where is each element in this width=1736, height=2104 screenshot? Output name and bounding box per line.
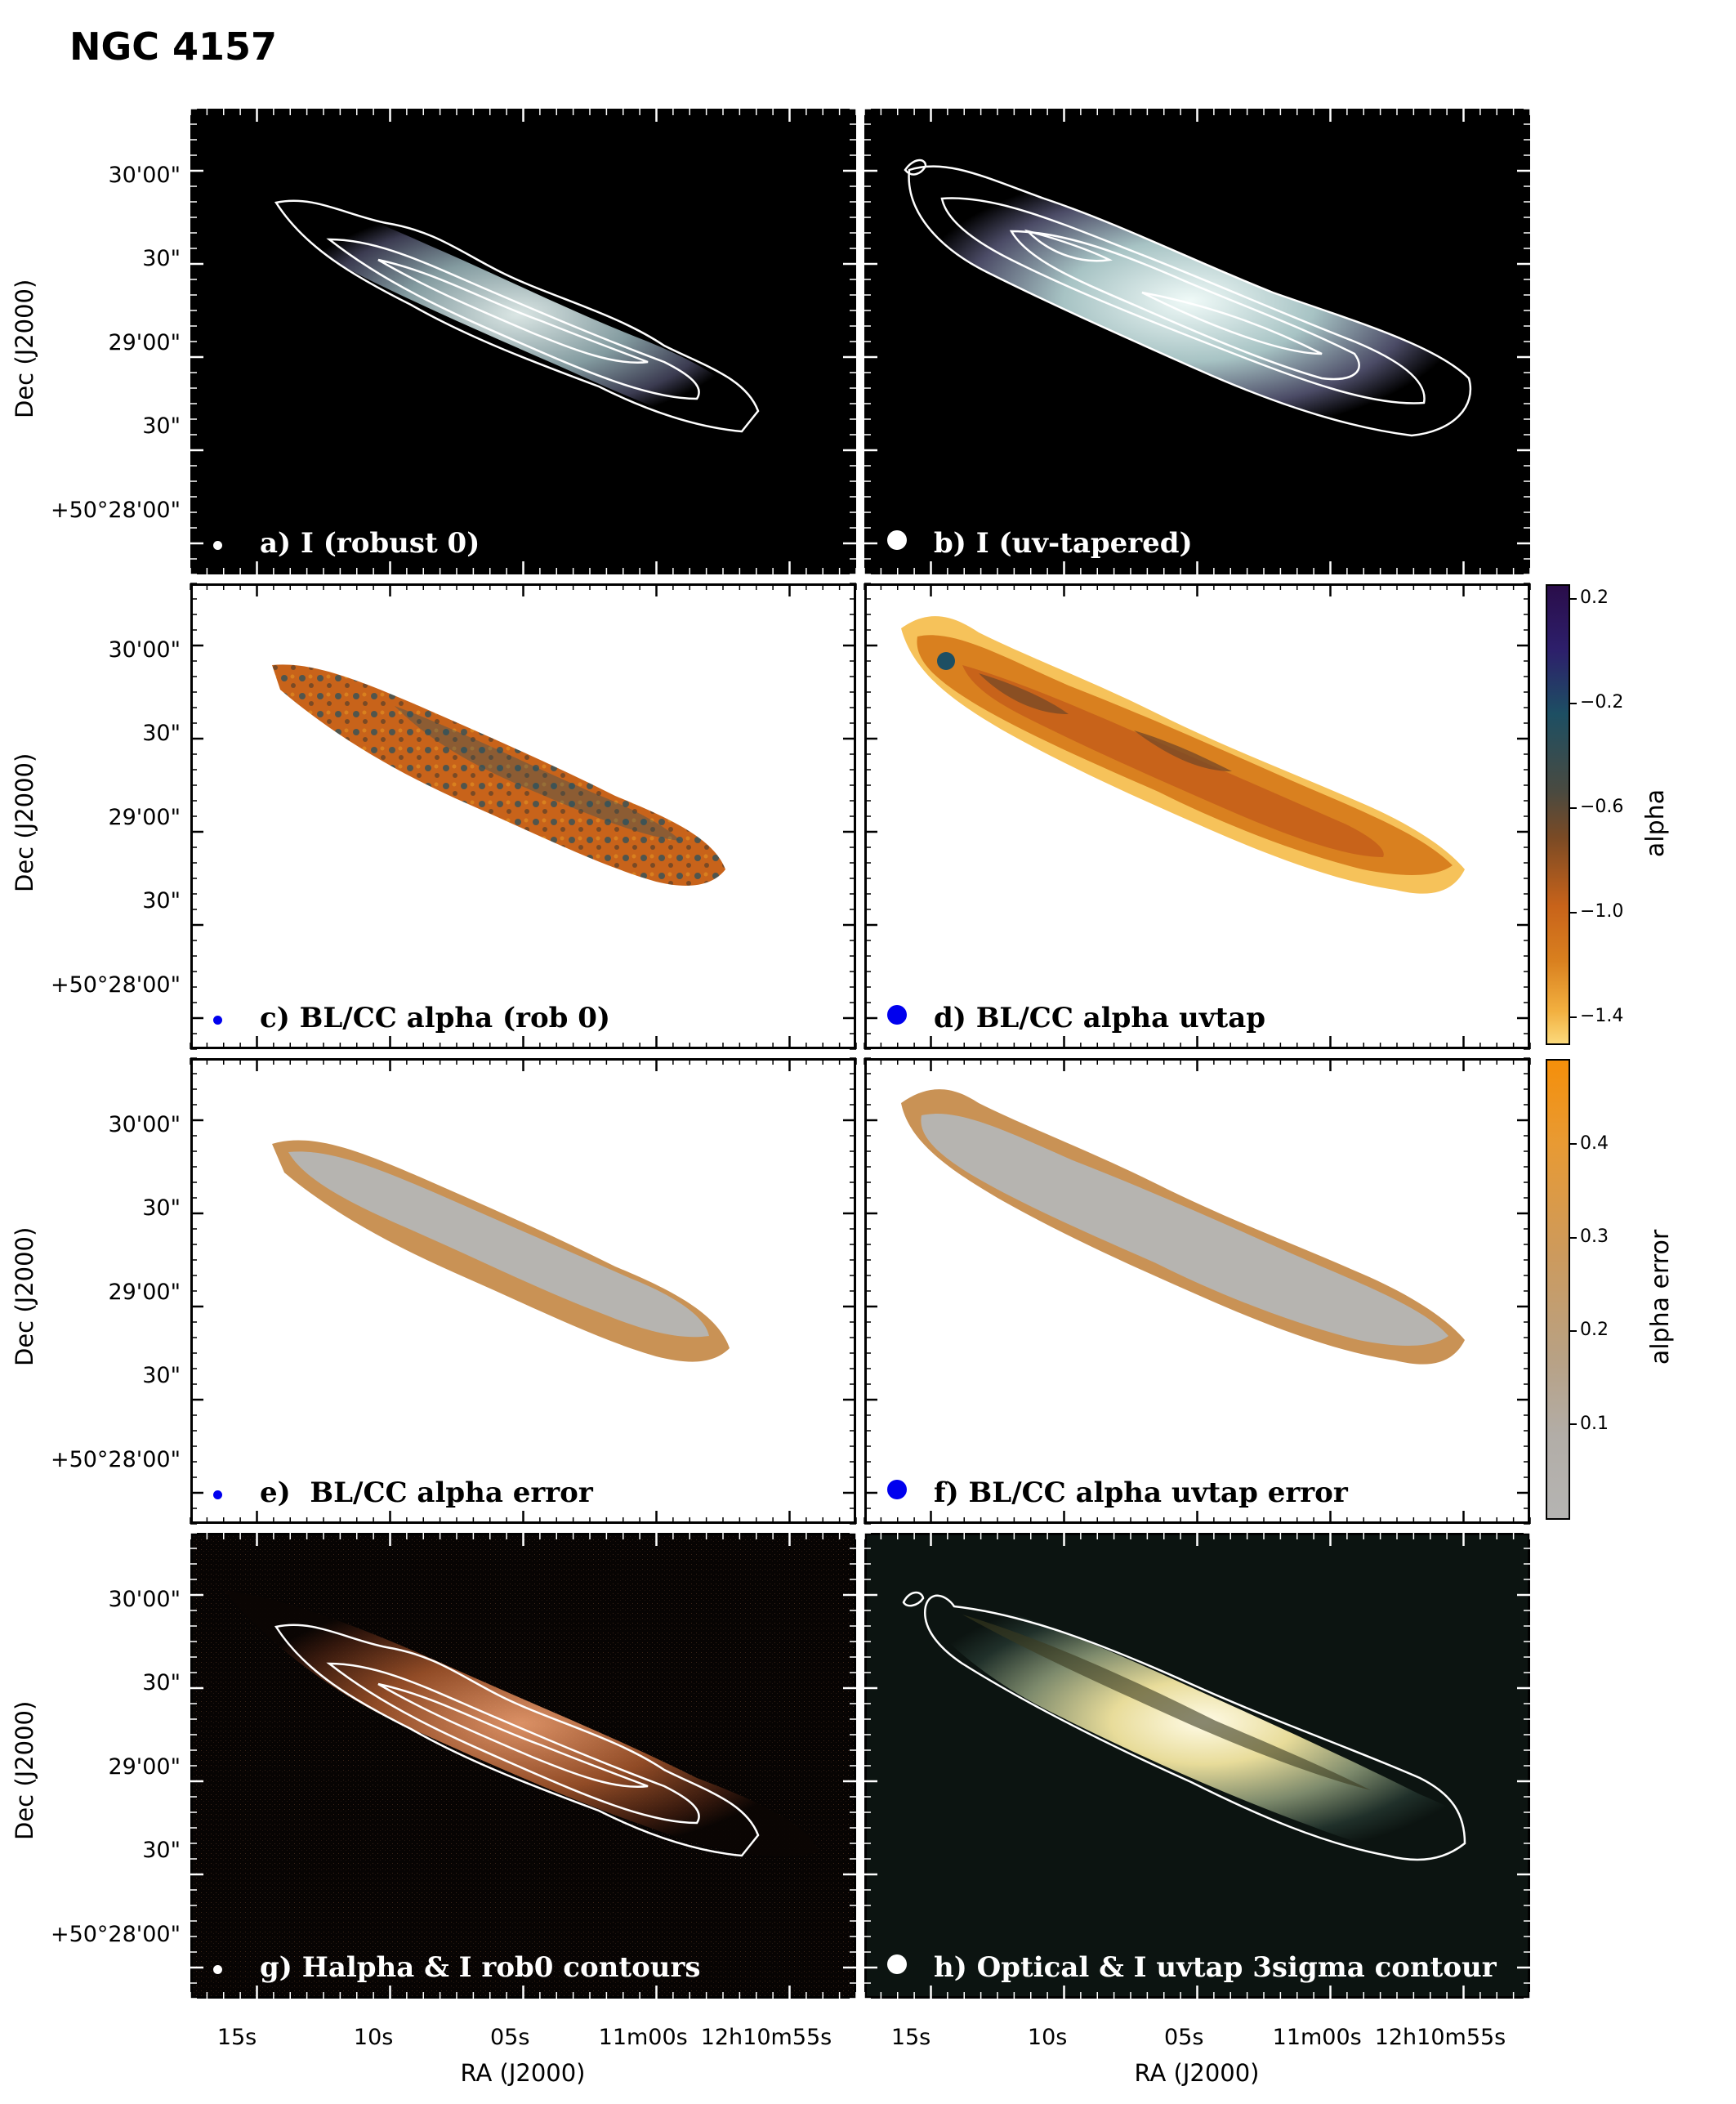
dec-axis-title-c: Dec (J2000) — [11, 753, 38, 892]
panel-d-beam — [887, 1005, 907, 1025]
panel-a-beam — [213, 541, 222, 550]
dec-tick-label: 30'00" — [108, 637, 181, 663]
panel-g-halpha: g) Halpha & I rob0 contours — [190, 1533, 856, 1999]
alpha-error-colorbar — [1546, 1059, 1570, 1520]
panel-h-image — [864, 1533, 1530, 1999]
panel-b-beam — [887, 530, 907, 550]
dec-tick-label: 30" — [142, 888, 181, 914]
panel-b-title: b) I (uv-tapered) — [934, 527, 1193, 560]
panel-c-alpha-robust: c) BL/CC alpha (rob 0) — [190, 583, 856, 1049]
panel-d-alpha-tapered: d) BL/CC alpha uvtap — [864, 583, 1530, 1049]
panel-e-beam — [213, 1490, 222, 1499]
panel-frame — [864, 1057, 1531, 1525]
panel-b-radio-tapered: b) I (uv-tapered) — [864, 109, 1530, 574]
colorbar-tick-label: 0.1 — [1569, 1413, 1609, 1434]
colorbar-tick-label: 0.4 — [1569, 1132, 1609, 1154]
dec-tick-label: +50°28'00" — [50, 972, 181, 998]
dec-tick-label: +50°28'00" — [50, 1447, 181, 1473]
colorbar-tick-label: −1.0 — [1568, 901, 1624, 922]
dec-tick-label: 30" — [142, 1838, 181, 1864]
panel-a-radio-robust: a) I (robust 0) — [190, 109, 856, 574]
ra-tick-label: 10s — [353, 2025, 394, 2050]
colorbar-tick-label: 0.3 — [1569, 1226, 1609, 1248]
dec-axis-title-e: Dec (J2000) — [11, 1226, 38, 1366]
panel-c-beam — [213, 1016, 222, 1025]
ra-tick-label: 11m00s — [1272, 2025, 1362, 2050]
panel-g-image — [190, 1533, 856, 1999]
dec-tick-label: 30'00" — [108, 1586, 181, 1612]
dec-tick-label: 30" — [142, 246, 181, 272]
panel-f-image — [864, 1058, 1530, 1524]
colorbar-tick-label: 0.2 — [1569, 1320, 1609, 1341]
dec-axis-title-g: Dec (J2000) — [11, 1700, 38, 1840]
panel-frame — [864, 108, 1531, 575]
panel-g-title: g) Halpha & I rob0 contours — [260, 1951, 701, 1984]
panel-d-title: d) BL/CC alpha uvtap — [934, 1002, 1266, 1034]
colorbar-tick-label: −0.6 — [1568, 797, 1624, 817]
panel-frame — [190, 1057, 857, 1525]
ra-tick-label: 12h10m55s — [700, 2025, 832, 2050]
panel-d-image — [864, 583, 1530, 1049]
dec-tick-label: 29'00" — [108, 1753, 181, 1780]
colorbar-tick-label: −0.2 — [1568, 692, 1624, 713]
ra-tick-label: 15s — [216, 2025, 257, 2050]
panel-h-optical: h) Optical & I uvtap 3sigma contour — [864, 1533, 1530, 1999]
dec-tick-label: 29'00" — [108, 1279, 181, 1305]
dec-tick-label: 30" — [142, 1363, 181, 1389]
panel-frame — [864, 583, 1531, 1050]
panel-frame — [190, 583, 857, 1050]
ra-tick-label: 05s — [489, 2025, 530, 2050]
ra-tick-label: 12h10m55s — [1374, 2025, 1506, 2050]
ra-tick-label: 15s — [890, 2025, 931, 2050]
dec-tick-label: 30'00" — [108, 162, 181, 188]
dec-axis-title-a: Dec (J2000) — [11, 279, 38, 418]
panel-h-title: h) Optical & I uvtap 3sigma contour — [934, 1951, 1497, 1984]
panel-frame — [190, 108, 857, 575]
dec-tick-label: +50°28'00" — [50, 1922, 181, 1948]
ra-tick-label: 05s — [1163, 2025, 1204, 2050]
dec-tick-label: 29'00" — [108, 329, 181, 355]
dec-tick-label: 30" — [142, 413, 181, 440]
panel-e-error-robust: e) BL/CC alpha error — [190, 1058, 856, 1524]
colorbar-tick-label: −1.4 — [1568, 1006, 1624, 1026]
panel-b-image — [864, 109, 1530, 574]
dec-tick-label: 30" — [142, 1670, 181, 1696]
panel-a-title: a) I (robust 0) — [260, 527, 480, 560]
figure-title: NGC 4157 — [69, 25, 278, 69]
panel-h-beam — [887, 1954, 907, 1974]
panel-c-image — [190, 583, 856, 1049]
dec-tick-label: 30" — [142, 1195, 181, 1222]
panel-frame — [190, 1532, 857, 1999]
dec-tick-label: 29'00" — [108, 804, 181, 830]
ra-tick-label: 10s — [1027, 2025, 1068, 2050]
panel-e-title: e) BL/CC alpha error — [260, 1476, 593, 1509]
alpha-colorbar-label: alpha — [1641, 788, 1671, 858]
ra-tick-label: 11m00s — [598, 2025, 688, 2050]
alpha-error-colorbar-label: alpha error — [1646, 1229, 1676, 1365]
ra-axis-title-left: RA (J2000) — [460, 2059, 586, 2087]
panel-a-image — [190, 109, 856, 574]
panel-frame — [864, 1532, 1531, 1999]
dec-tick-label: +50°28'00" — [50, 498, 181, 524]
panel-e-image — [190, 1058, 856, 1524]
panel-f-beam — [887, 1480, 907, 1499]
panel-c-title: c) BL/CC alpha (rob 0) — [260, 1002, 610, 1034]
alpha-colorbar — [1546, 584, 1570, 1045]
ra-axis-title-right: RA (J2000) — [1134, 2059, 1260, 2087]
dec-tick-label: 30" — [142, 721, 181, 747]
panel-f-title: f) BL/CC alpha uvtap error — [934, 1476, 1348, 1509]
dec-tick-label: 30'00" — [108, 1111, 181, 1137]
colorbar-tick-label: 0.2 — [1569, 587, 1609, 608]
panel-f-error-tapered: f) BL/CC alpha uvtap error — [864, 1058, 1530, 1524]
panel-g-beam — [213, 1965, 222, 1974]
